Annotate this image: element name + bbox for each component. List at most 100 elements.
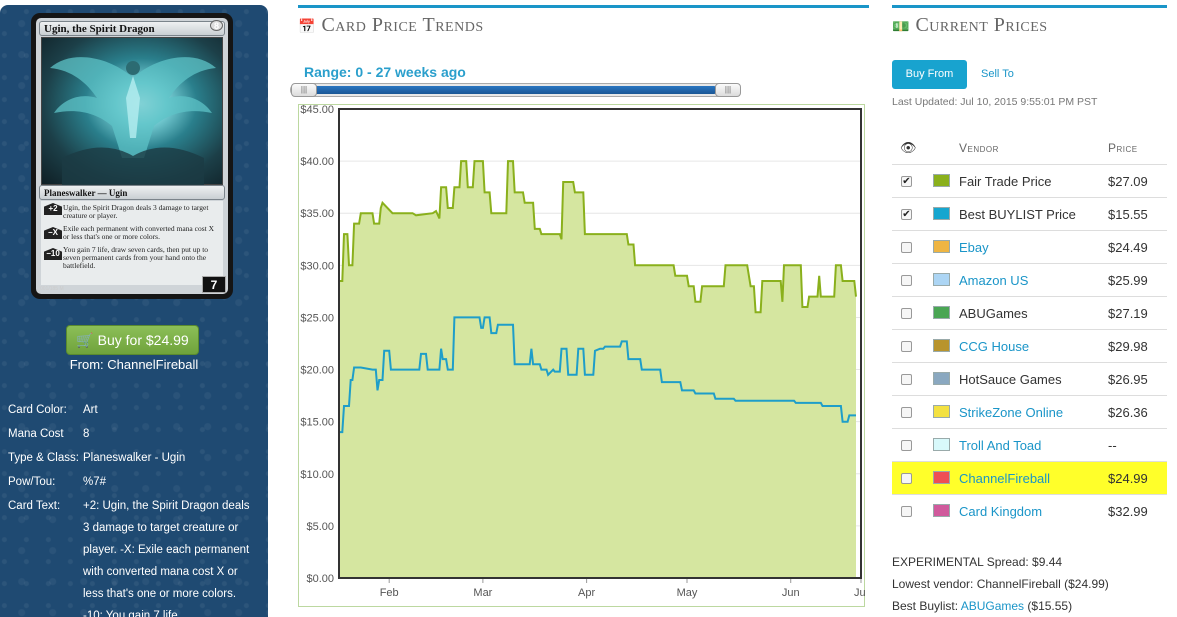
vendor-row: ABUGames $27.19 [892, 296, 1167, 329]
buy-button[interactable]: 🛒 Buy for $24.99 [66, 325, 199, 355]
vendor-link[interactable]: Card Kingdom [959, 504, 1043, 519]
vendor-link[interactable]: ChannelFireball [959, 471, 1051, 486]
vendor-color-swatch [933, 306, 950, 319]
x-tick-label: Feb [380, 587, 399, 599]
vendor-price: -- [1108, 438, 1117, 453]
spread-text: EXPERIMENTAL Spread: $9.44 [892, 555, 1063, 569]
y-tick-label: $15.00 [300, 417, 334, 429]
vendor-checkbox[interactable] [901, 506, 912, 517]
vendor-table-header: 👁 Vendor Price [892, 132, 1167, 164]
vendor-color-swatch [933, 207, 950, 220]
card-art [41, 37, 223, 186]
best-buylist-text: Best Buylist: ABUGames ($15.55) [892, 599, 1073, 613]
slider-left-handle[interactable]: ||| [291, 83, 317, 97]
vendor-link[interactable]: CCG House [959, 339, 1030, 354]
vendor-checkbox[interactable] [901, 242, 912, 253]
card-ability: −10 You gain 7 life, draw seven cards, th… [44, 246, 219, 270]
vendor-link[interactable]: StrikeZone Online [959, 405, 1064, 420]
vendor-checkbox[interactable] [901, 407, 912, 418]
price-column-header: Price [1108, 141, 1138, 155]
vendor-row: ✔ Fair Trade Price $27.09 [892, 164, 1167, 197]
y-tick-label: $40.00 [300, 156, 334, 168]
vendor-link[interactable]: Amazon US [959, 273, 1029, 288]
vendor-price: $32.99 [1108, 504, 1148, 519]
loyalty-icon: −X [44, 227, 62, 239]
card-loyalty: 7 [202, 276, 226, 293]
vendor-color-swatch [933, 504, 950, 517]
card-name: Ugin, the Spirit Dragon [39, 21, 225, 36]
vendor-color-swatch [933, 273, 950, 286]
vendor-link[interactable]: Troll And Toad [959, 438, 1042, 453]
vendor-row: StrikeZone Online $26.36 [892, 395, 1167, 428]
vendor-row: HotSauce Games $26.95 [892, 362, 1167, 395]
vendor-table: 👁 Vendor Price ✔ Fair Trade Price $27.09 ✔ B… [892, 132, 1167, 527]
section-rule [892, 5, 1167, 8]
vendor-name: Fair Trade Price [959, 174, 1052, 189]
vendor-checkbox[interactable] [901, 341, 912, 352]
vendor-price: $29.98 [1108, 339, 1148, 354]
vendor-price: $26.95 [1108, 372, 1148, 387]
range-label: Range: 0 - 27 weeks ago [304, 64, 466, 80]
loyalty-icon: +2 [44, 203, 62, 215]
vendor-checkbox[interactable] [901, 308, 912, 319]
vendor-checkbox[interactable] [901, 440, 912, 451]
prices-title: 💵 Current Prices [892, 14, 1048, 36]
y-tick-label: $10.00 [300, 469, 334, 481]
x-tick-label: Apr [578, 587, 595, 599]
card-mana-cost: 8 [210, 20, 223, 31]
y-tick-label: $30.00 [300, 260, 334, 272]
vendor-link[interactable]: Ebay [959, 240, 989, 255]
vendor-price: $24.49 [1108, 240, 1148, 255]
card-ability: −X Exile each permanent with converted ma… [44, 225, 219, 241]
vendor-row: Ebay $24.49 [892, 230, 1167, 263]
card-image: Ugin, the Spirit Dragon 8 Planeswalker —… [31, 13, 233, 299]
vendor-checkbox[interactable] [901, 275, 912, 286]
card-rules-text: +2 Ugin, the Spirit Dragon deals 3 damage… [41, 201, 223, 285]
vendor-price: $26.36 [1108, 405, 1148, 420]
vendor-name: HotSauce Games [959, 372, 1062, 387]
y-tick-label: $25.00 [300, 312, 334, 324]
vendor-row: CCG House $29.98 [892, 329, 1167, 362]
vendor-checkbox[interactable]: ✔ [901, 176, 912, 187]
vendor-row: ChannelFireball $24.99 [892, 461, 1167, 494]
vendor-price: $24.99 [1108, 471, 1148, 486]
price-chart: $45.00 $40.00 $35.00 $30.00 $25.00 $20.00 $15.… [298, 104, 866, 607]
range-slider[interactable]: ||| ||| [290, 83, 741, 97]
price-chart-svg: $45.00 $40.00 $35.00 $30.00 $25.00 $20.00 $15.… [300, 105, 866, 599]
vendor-color-swatch [933, 438, 950, 451]
vendor-row: ✔ Best BUYLIST Price $15.55 [892, 197, 1167, 230]
vendor-color-swatch [933, 405, 950, 418]
vendor-color-swatch [933, 339, 950, 352]
vendor-price: $15.55 [1108, 207, 1148, 222]
vendor-checkbox[interactable] [901, 374, 912, 385]
vendor-row: Amazon US $25.99 [892, 263, 1167, 296]
range-slider-fill [309, 86, 717, 94]
buylist-line [339, 316, 856, 434]
best-buylist-vendor-link[interactable]: ABUGames [960, 599, 1025, 613]
eye-icon: 👁 [900, 140, 918, 155]
vendor-color-swatch [933, 174, 950, 187]
tab-buy-from[interactable]: Buy From [892, 60, 967, 89]
section-rule [298, 5, 869, 8]
vendor-price: $27.19 [1108, 306, 1148, 321]
vendor-color-swatch [933, 471, 950, 484]
vendor-rows: ✔ Fair Trade Price $27.09 ✔ Best BUYLIST Pri… [892, 164, 1167, 527]
vendor-price: $27.09 [1108, 174, 1148, 189]
vendor-checkbox[interactable]: ✔ [901, 209, 912, 220]
y-tick-label: $0.00 [306, 573, 334, 585]
vendor-name: Best BUYLIST Price [959, 207, 1076, 222]
vendor-price: $25.99 [1108, 273, 1148, 288]
buy-vendor: From: ChannelFireball [69, 357, 199, 372]
loyalty-icon: −10 [44, 248, 62, 260]
tab-sell-to[interactable]: Sell To [981, 68, 1014, 80]
card-type-line: Planeswalker — Ugin [39, 185, 225, 200]
vendor-color-swatch [933, 240, 950, 253]
last-updated: Last Updated: Jul 10, 2015 9:55:01 PM PS… [892, 96, 1098, 108]
slider-right-handle[interactable]: ||| [715, 83, 741, 97]
calendar-icon: 📅 [298, 20, 316, 35]
vendor-checkbox[interactable] [901, 473, 912, 484]
cart-icon: 🛒 [76, 332, 94, 348]
lowest-vendor-text: Lowest vendor: ChannelFireball ($24.99) [892, 577, 1109, 591]
vendor-row: Troll And Toad -- [892, 428, 1167, 461]
